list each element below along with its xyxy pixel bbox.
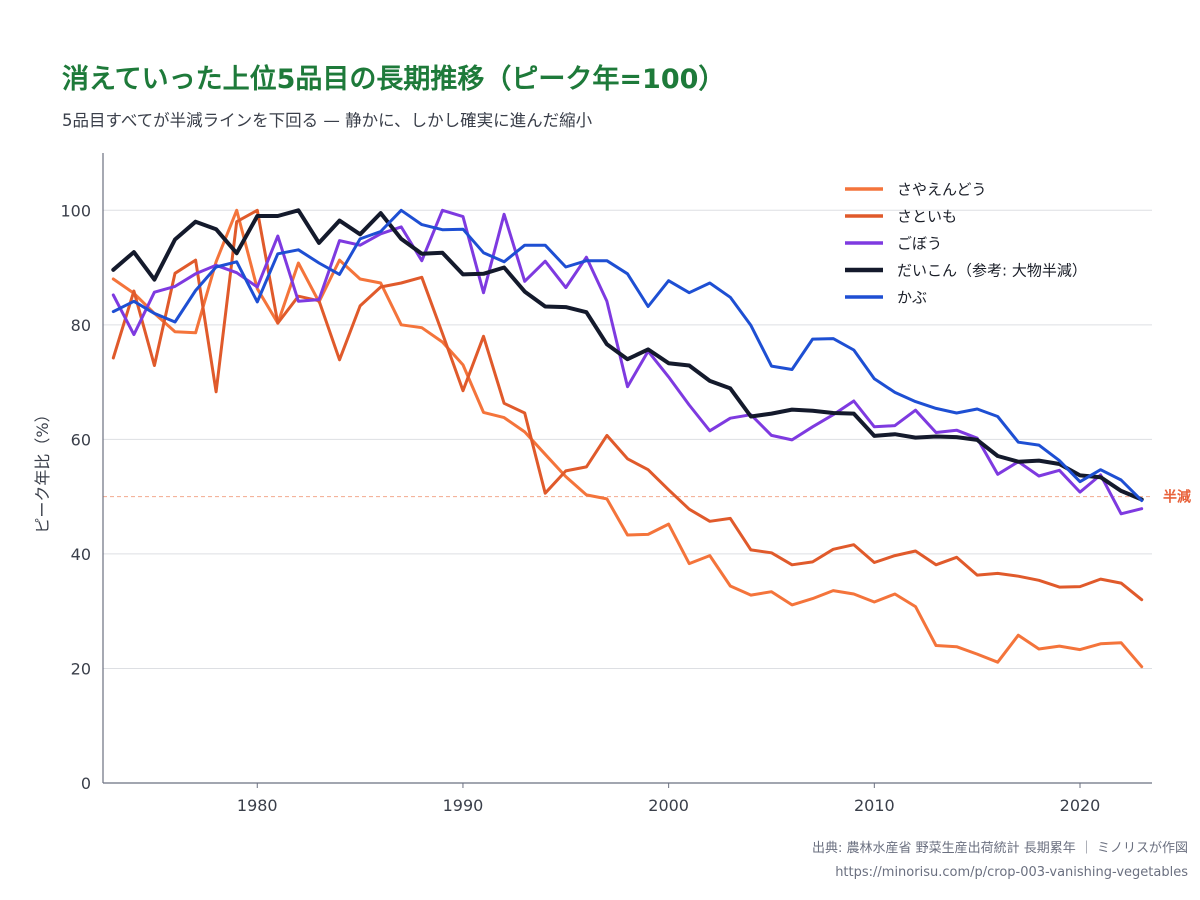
y-tick-labels: 0 20 40 60 80 100 [60,201,91,793]
x-tick-label-2000: 2000 [648,796,689,815]
y-tick-label-0: 0 [81,774,91,793]
chart-subtitle: 5品目すべてが半減ラインを下回る — 静かに、しかし確実に進んだ縮小 [62,111,593,130]
series-line-4 [111,208,1144,502]
y-tick-label-60: 60 [71,430,91,449]
series-line-1 [111,208,1144,669]
x-tick-labels: 1980 1990 2000 2010 2020 [237,783,1100,815]
legend-label-2: さといも [897,208,957,226]
y-tick-label-100: 100 [60,201,91,220]
x-tick-label-1980: 1980 [237,796,278,815]
legend-label-5: かぶ [897,289,927,307]
y-tick-label-80: 80 [71,316,91,335]
series-line-2 [111,208,1144,602]
x-tick-label-2020: 2020 [1060,796,1101,815]
half-line-group: 半減 [103,489,1191,506]
y-axis-label: ピーク年比（%） [33,406,52,533]
y-tick-label-20: 20 [71,659,91,678]
half-line-label: 半減 [1163,489,1191,506]
axes [102,153,1152,784]
gridlines [103,209,1152,669]
series-line-5 [111,208,1144,503]
legend-label-1: さやえんどう [897,181,987,199]
source-url: https://minorisu.com/p/crop-003-vanishin… [835,865,1188,880]
series-lines [111,208,1144,669]
x-tick-label-2010: 2010 [854,796,895,815]
source-note: 出典: 農林水産省 野菜生産出荷統計 長期累年 ｜ ミノリスが作図 [812,840,1188,856]
legend-label-3: ごぼう [897,235,942,253]
legend-label-4: だいこん（参考: 大物半減） [897,262,1087,280]
chart-title: 消えていった上位5品目の長期推移（ピーク年=100） [62,63,725,95]
y-tick-label-40: 40 [71,545,91,564]
series-line-3 [111,208,1144,516]
x-tick-label-1990: 1990 [443,796,484,815]
